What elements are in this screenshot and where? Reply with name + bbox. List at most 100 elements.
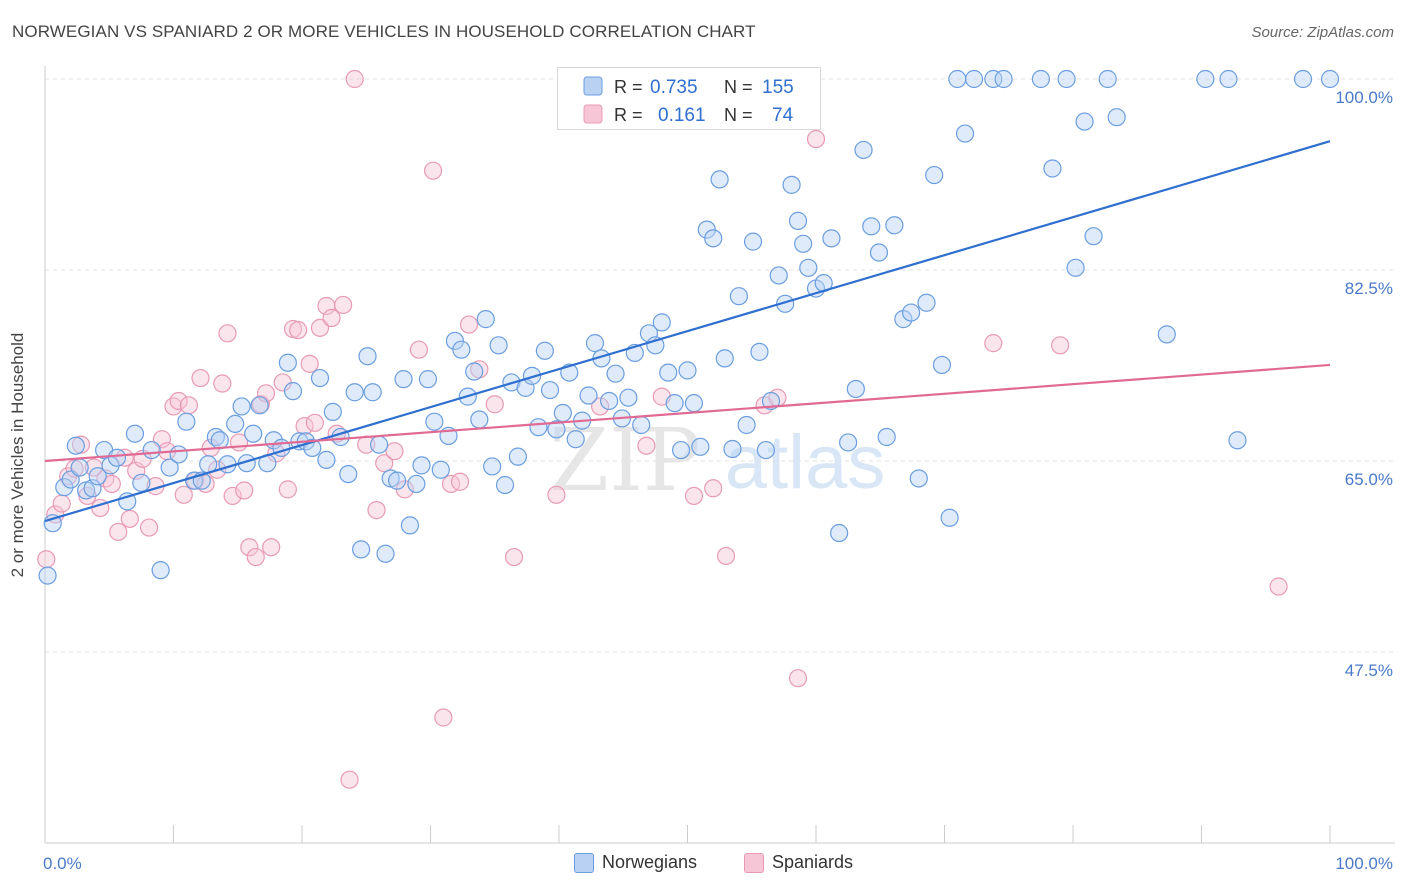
spaniard-point xyxy=(240,538,259,557)
spaniard-point xyxy=(246,547,265,567)
spaniard-point xyxy=(174,485,193,504)
norwegian-point xyxy=(659,363,678,382)
norwegian-point xyxy=(55,478,74,497)
norwegian-point xyxy=(495,475,515,495)
x-tick-label: 0.0% xyxy=(43,854,82,873)
spaniard-point xyxy=(684,486,704,506)
norwegians-points xyxy=(38,69,1340,585)
spaniard-point xyxy=(305,413,324,432)
norwegian-point xyxy=(553,403,572,423)
norwegian-point xyxy=(125,424,145,443)
spaniards-swatch xyxy=(744,852,764,873)
spaniard-point xyxy=(115,448,134,467)
spaniard-point xyxy=(485,395,504,414)
norwegian-point xyxy=(1043,159,1062,178)
norwegian-point xyxy=(723,439,742,459)
norwegian-point xyxy=(885,216,904,235)
y-tick-label: 100.0% xyxy=(1335,88,1393,107)
legend-swatch-spaniards xyxy=(583,104,603,124)
norwegian-point xyxy=(854,140,873,160)
norwegian-point xyxy=(964,69,984,89)
spaniard-point xyxy=(251,395,270,414)
norwegian-point xyxy=(839,433,858,452)
watermark-atlas: atlas xyxy=(725,420,886,505)
norwegian-point xyxy=(862,217,881,236)
norwegian-point xyxy=(547,420,566,439)
norwegian-point xyxy=(476,310,495,329)
y-tick-label: 82.5% xyxy=(1345,279,1393,298)
y-axis-label: 2 or more Vehicles in Household xyxy=(8,332,27,578)
norwegian-point xyxy=(917,293,936,312)
norwegian-point xyxy=(984,69,1003,89)
norwegian-point xyxy=(704,229,723,248)
spaniard-point xyxy=(1051,336,1070,355)
norwegian-point xyxy=(955,124,975,143)
norwegian-point xyxy=(909,469,928,488)
norwegian-point xyxy=(387,471,407,490)
norwegian-point xyxy=(540,380,560,400)
spaniard-point xyxy=(547,485,566,504)
norwegian-point xyxy=(743,232,763,251)
spaniard-point xyxy=(164,397,183,416)
norwegian-point xyxy=(737,415,756,435)
norwegian-point xyxy=(822,229,841,248)
norwegians-trend-line xyxy=(44,140,1331,523)
spaniard-point xyxy=(109,522,128,542)
norwegian-point xyxy=(483,457,502,476)
norwegian-point xyxy=(345,383,364,402)
spaniard-point xyxy=(191,368,210,388)
norwegian-point xyxy=(782,175,801,194)
x-tick-label: 100.0% xyxy=(1335,854,1393,873)
legend-item-norwegians[interactable]: Norwegians xyxy=(574,852,697,873)
norwegian-point xyxy=(508,447,527,466)
norwegian-point xyxy=(715,349,734,368)
norwegian-point xyxy=(376,544,395,563)
spaniard-point xyxy=(340,770,359,789)
spaniard-point xyxy=(806,129,826,149)
legend-item-spaniards[interactable]: Spaniards xyxy=(744,852,853,873)
spaniards-label: Spaniards xyxy=(772,852,854,872)
spaniard-point xyxy=(345,69,364,89)
norwegian-point xyxy=(619,388,638,407)
norwegian-point xyxy=(363,383,382,402)
norwegian-point xyxy=(407,474,426,494)
norwegian-point xyxy=(489,336,508,355)
norwegian-point xyxy=(901,303,921,322)
norwegian-point xyxy=(88,467,107,486)
norwegian-point xyxy=(283,382,303,401)
norwegian-point xyxy=(769,266,788,285)
legend-r-label: R = xyxy=(614,105,643,125)
norwegian-point xyxy=(925,165,944,185)
spaniard-point xyxy=(334,295,353,315)
norwegian-point xyxy=(632,415,651,435)
norwegian-point xyxy=(470,410,489,429)
spaniard-point xyxy=(434,708,453,727)
spaniard-point xyxy=(235,481,254,500)
norwegian-point xyxy=(1320,69,1340,89)
norwegian-point xyxy=(1107,108,1126,127)
norwegian-point xyxy=(794,234,813,253)
norwegian-point xyxy=(250,396,269,415)
spaniard-point xyxy=(375,454,394,473)
spaniard-point xyxy=(1269,577,1288,596)
spaniard-point xyxy=(262,538,281,557)
y-tick-label: 65.0% xyxy=(1345,470,1393,489)
y-tick-label: 47.5% xyxy=(1345,661,1393,680)
spaniard-point xyxy=(788,669,808,688)
spaniard-point xyxy=(37,550,56,569)
norwegian-point xyxy=(756,440,775,460)
norwegian-point xyxy=(160,458,179,477)
norwegian-point xyxy=(232,397,251,416)
spaniard-point xyxy=(223,486,242,506)
norwegian-point xyxy=(684,394,704,413)
norwegian-point xyxy=(66,436,85,455)
norwegian-point xyxy=(729,287,749,306)
norwegian-point xyxy=(83,479,102,498)
norwegian-point xyxy=(652,313,671,332)
spaniard-point xyxy=(704,479,723,498)
norwegian-point xyxy=(940,508,959,527)
norwegian-point xyxy=(1228,431,1247,450)
norwegian-point xyxy=(1219,69,1238,89)
trend-lines xyxy=(44,140,1331,523)
spaniard-point xyxy=(139,518,159,537)
